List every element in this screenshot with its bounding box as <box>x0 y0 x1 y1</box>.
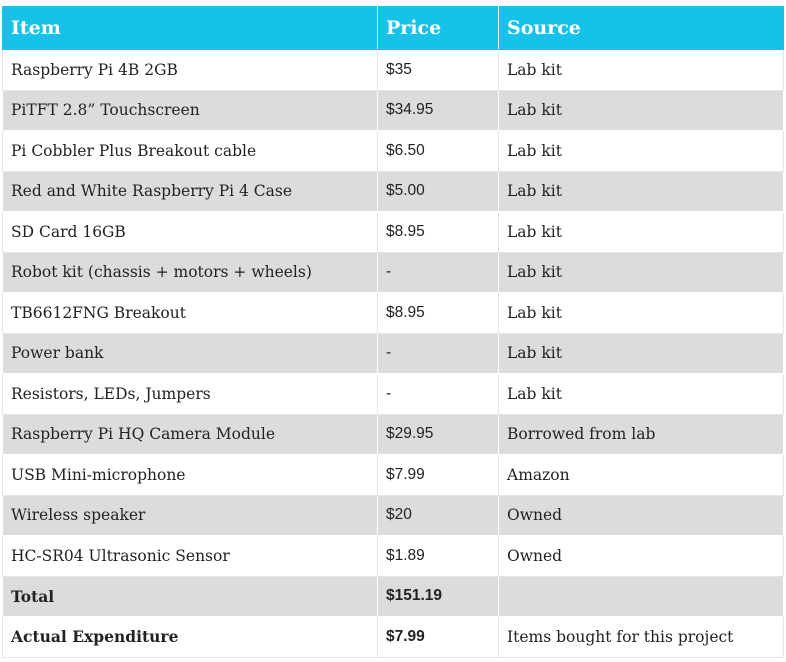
item-cell: Robot kit (chassis + motors + wheels) <box>2 251 378 293</box>
price-cell: $35 <box>377 49 499 91</box>
price-cell: $34.95 <box>377 89 499 131</box>
table-row: Wireless speaker $20 Owned <box>2 494 784 536</box>
item-cell: Raspberry Pi 4B 2GB <box>2 49 378 91</box>
price-cell: - <box>377 251 499 293</box>
table-row: TB6612FNG Breakout $8.95 Lab kit <box>2 292 784 334</box>
column-header-item: Item <box>2 6 378 50</box>
table-row: Red and White Raspberry Pi 4 Case $5.00 … <box>2 170 784 212</box>
table-body: Raspberry Pi 4B 2GB $35 Lab kit PiTFT 2.… <box>2 49 784 658</box>
table-row: Power bank - Lab kit <box>2 332 784 374</box>
total-source <box>498 575 784 617</box>
source-cell: Amazon <box>498 454 784 496</box>
total-label: Total <box>2 575 378 617</box>
source-cell: Borrowed from lab <box>498 413 784 455</box>
source-cell: Lab kit <box>498 211 784 253</box>
price-cell: - <box>377 332 499 374</box>
actual-expenditure-row: Actual Expenditure $7.99 Items bought fo… <box>2 616 784 658</box>
table-row: SD Card 16GB $8.95 Lab kit <box>2 211 784 253</box>
table-row: Raspberry Pi HQ Camera Module $29.95 Bor… <box>2 413 784 455</box>
table-row: Resistors, LEDs, Jumpers - Lab kit <box>2 373 784 415</box>
actual-expenditure-source: Items bought for this project <box>498 616 784 658</box>
source-cell: Lab kit <box>498 89 784 131</box>
header-row: Item Price Source <box>2 6 784 50</box>
total-price: $151.19 <box>377 575 499 617</box>
table-row: Raspberry Pi 4B 2GB $35 Lab kit <box>2 49 784 91</box>
price-cell: $1.89 <box>377 535 499 577</box>
actual-expenditure-price: $7.99 <box>377 616 499 658</box>
price-cell: $20 <box>377 494 499 536</box>
table-header: Item Price Source <box>2 6 784 50</box>
total-row: Total $151.19 <box>2 575 784 617</box>
price-cell: $8.95 <box>377 292 499 334</box>
source-cell: Lab kit <box>498 292 784 334</box>
column-header-price: Price <box>377 6 499 50</box>
item-cell: TB6612FNG Breakout <box>2 292 378 334</box>
item-cell: Wireless speaker <box>2 494 378 536</box>
table-row: Robot kit (chassis + motors + wheels) - … <box>2 251 784 293</box>
price-cell: $29.95 <box>377 413 499 455</box>
item-cell: USB Mini-microphone <box>2 454 378 496</box>
price-cell: $7.99 <box>377 454 499 496</box>
item-cell: Pi Cobbler Plus Breakout cable <box>2 130 378 172</box>
source-cell: Owned <box>498 494 784 536</box>
source-cell: Lab kit <box>498 130 784 172</box>
price-cell: $8.95 <box>377 211 499 253</box>
column-header-source: Source <box>498 6 784 50</box>
price-cell: $5.00 <box>377 170 499 212</box>
item-cell: Red and White Raspberry Pi 4 Case <box>2 170 378 212</box>
item-cell: Raspberry Pi HQ Camera Module <box>2 413 378 455</box>
source-cell: Lab kit <box>498 49 784 91</box>
price-cell: - <box>377 373 499 415</box>
source-cell: Owned <box>498 535 784 577</box>
item-cell: PiTFT 2.8” Touchscreen <box>2 89 378 131</box>
item-cell: Power bank <box>2 332 378 374</box>
table-row: PiTFT 2.8” Touchscreen $34.95 Lab kit <box>2 89 784 131</box>
table-row: HC-SR04 Ultrasonic Sensor $1.89 Owned <box>2 535 784 577</box>
item-cell: Resistors, LEDs, Jumpers <box>2 373 378 415</box>
item-cell: HC-SR04 Ultrasonic Sensor <box>2 535 378 577</box>
item-cell: SD Card 16GB <box>2 211 378 253</box>
parts-cost-table: Item Price Source Raspberry Pi 4B 2GB $3… <box>2 6 784 658</box>
source-cell: Lab kit <box>498 373 784 415</box>
price-cell: $6.50 <box>377 130 499 172</box>
actual-expenditure-label: Actual Expenditure <box>2 616 378 658</box>
source-cell: Lab kit <box>498 170 784 212</box>
source-cell: Lab kit <box>498 332 784 374</box>
table-row: Pi Cobbler Plus Breakout cable $6.50 Lab… <box>2 130 784 172</box>
source-cell: Lab kit <box>498 251 784 293</box>
table-row: USB Mini-microphone $7.99 Amazon <box>2 454 784 496</box>
